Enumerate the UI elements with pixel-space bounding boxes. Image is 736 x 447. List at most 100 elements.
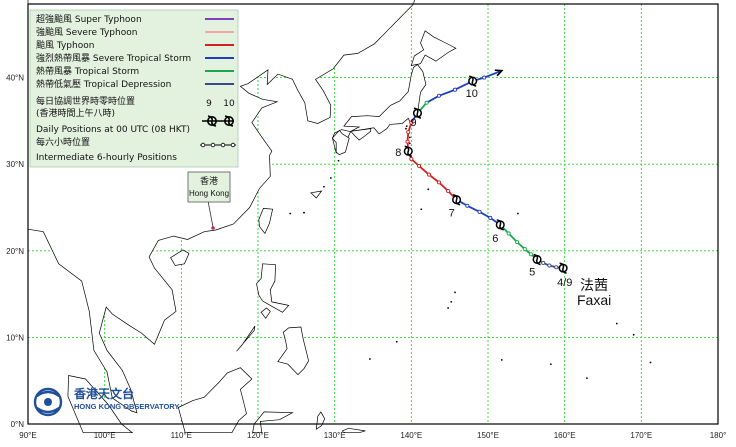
six-hourly-marker [465,203,470,208]
daily-position-symbol [558,262,568,274]
island-dot [649,361,652,364]
island-dot [450,300,453,303]
island-dot [289,212,292,215]
daily-position-label: 10 [466,88,478,100]
daily-position-label: 6 [492,233,498,245]
daily-position-symbol [403,145,413,157]
legend-item-label: 強烈熱帶風暴 Severe Tropical Storm [36,52,191,64]
lat-tick-label: 10°N [6,333,24,342]
track-segment [426,95,440,104]
island-dot [427,188,430,191]
lon-tick-label: 170°E [630,431,652,440]
legend-six-hourly-symbol [200,142,236,148]
island-dot [447,307,450,309]
land-polygon [67,375,134,434]
island-dot [517,212,519,215]
track-segment [438,181,449,192]
legend-item-label: 熱帶低氣壓 Tropical Depression [36,78,171,90]
six-hourly-marker [522,247,527,252]
daily-positions: 4/9 5 6 7 8 9 10 [395,75,572,289]
island-dot [586,377,588,380]
island-dot [454,291,456,294]
land-polygon [310,190,323,199]
six-hourly-marker [547,263,552,268]
hko-logo: 香港天文台 HONG KONG OBSERVATORY [33,386,179,417]
island-dot [405,127,407,130]
land-polygon [331,129,350,156]
six-hourly-marker [554,265,559,270]
daily-position-label: 7 [449,208,455,220]
lon-tick-label: 90°E [19,431,36,440]
storm-name-zh: 法茜 [580,278,608,294]
legend-daily-zh: 每日協調世界時零時位置 [36,95,135,107]
map-frame [27,3,719,425]
daily-position-label: 5 [529,266,535,278]
six-hourly-marker [482,75,487,80]
island-dot [632,333,635,336]
land-polygon [341,427,366,434]
track-segment [466,204,480,213]
storm-name-en: Faxai [577,292,611,308]
lat-tick-label: 40°N [6,74,24,83]
land-polygon [277,326,309,376]
track-segment [479,211,491,219]
island-dot [337,159,340,162]
legend-item-label: 超強颱風 Super Typhoon [36,13,142,25]
land-polygon [410,30,457,66]
island-dot [420,208,423,211]
lon-tick-label: 110°E [171,431,192,440]
lon-tick-label: 180° [710,431,727,440]
six-hourly-marker [488,215,493,220]
legend-six-hourly-en: Intermediate 6-hourly Positions [36,153,177,163]
legend-item-label: 颱風 Typhoon [36,40,94,51]
six-hourly-marker [506,231,511,236]
island-dot [500,359,503,361]
lon-tick-label: 160°E [554,431,576,440]
six-hourly-marker [405,139,410,144]
island-dot [408,136,411,139]
track-segment [418,165,430,176]
lat-tick-label: 30°N [6,160,24,169]
legend-item-label: 強颱風 Severe Typhoon [36,26,137,38]
six-hourly-marker [409,156,414,162]
six-hourly-marker [426,172,432,177]
lon-tick-label: 130°E [324,431,346,440]
island-dot [323,185,325,188]
legend-daily-symbol [202,115,234,127]
track-segment [438,88,456,97]
land-polygon [350,128,372,141]
lon-tick-label: 150°E [477,431,499,440]
six-hourly-marker [436,180,441,185]
daily-position-label: 4/9 [557,277,572,289]
land-polygon [260,307,271,319]
lon-tick-label: 120°E [247,431,269,440]
six-hourly-marker [515,240,520,245]
land-polygon [236,325,256,352]
logo-text-en: HONG KONG OBSERVATORY [74,402,179,411]
logo-text-zh: 香港天文台 [73,386,134,401]
land-polygon [258,208,274,235]
daily-position-label: 8 [395,147,401,159]
daily-position-symbol [495,219,505,231]
six-hourly-marker [446,188,451,194]
hong-kong-marker: 香港 Hong Kong [187,171,231,230]
legend-daily-zh-2: (香港時間上午八時) [36,107,115,119]
legend-six-hourly-zh: 每六小時位置 [36,136,90,148]
island-dot [549,363,552,366]
track-segment [483,69,503,79]
island-dot [395,340,398,343]
track-arrowhead [494,69,504,77]
island-dot [405,125,408,127]
storm-track [405,69,566,271]
legend-item-label: 熱帶風暴 Tropical Storm [36,65,139,77]
six-hourly-marker [477,209,482,214]
legend-daily-en: Daily Positions at 00 UTC (08 HKT) [36,125,190,135]
island-dot [329,177,332,179]
daily-position-symbol [452,193,462,206]
island-dot [369,358,371,360]
six-hourly-marker [416,163,422,168]
island-dot [408,142,411,145]
axis-labels: 90°E 100°E 110°E 120°E 130°E 140°E 150°E 160°E 1… [6,74,726,440]
